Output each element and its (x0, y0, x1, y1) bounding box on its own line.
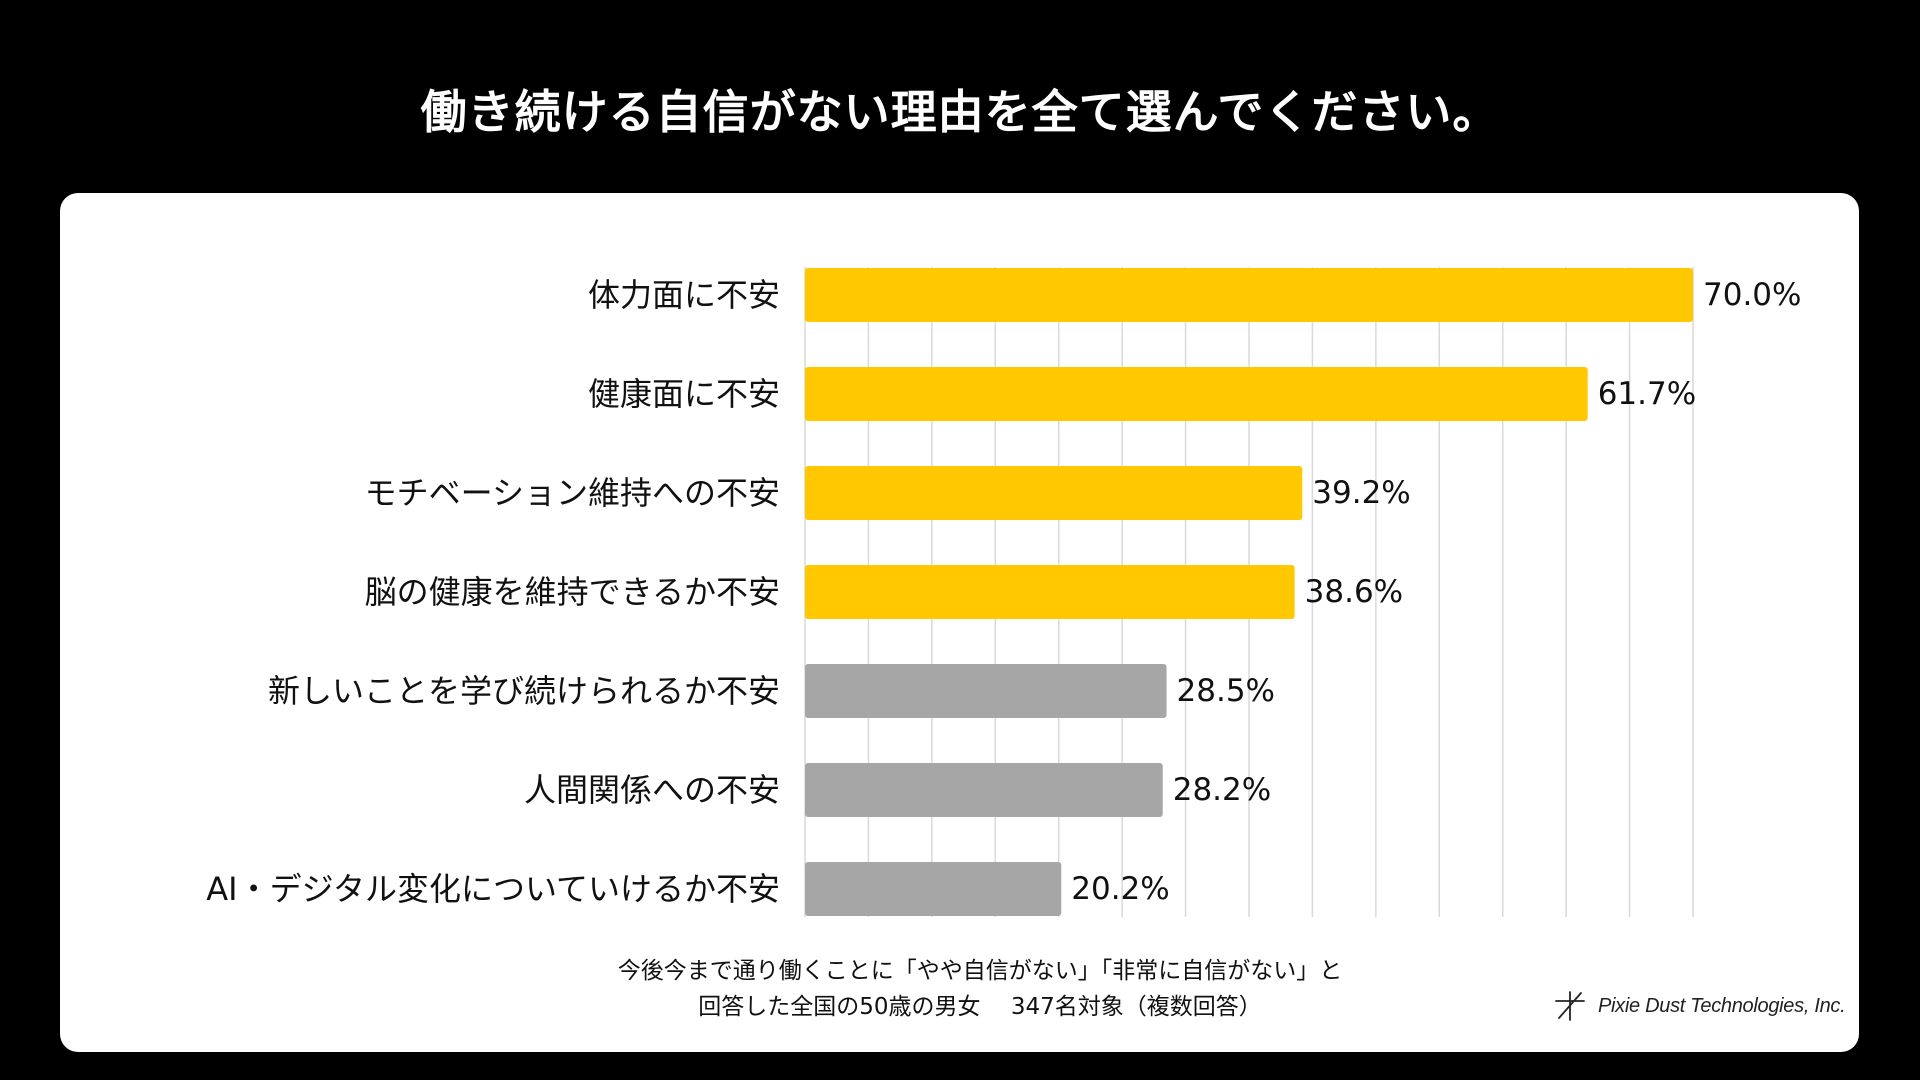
category-label-5: 新しいことを学び続けられるか不安 (268, 672, 780, 710)
value-label-4: 38.6% (1305, 574, 1403, 610)
value-label-2: 61.7% (1598, 376, 1696, 412)
bar-5 (805, 664, 1167, 718)
category-label-6: 人間関係への不安 (524, 771, 780, 809)
value-label-1: 70.0% (1703, 277, 1801, 313)
category-label-3: モチベーション維持への不安 (365, 474, 780, 512)
category-label-1: 体力面に不安 (588, 276, 780, 314)
value-label-6: 28.2% (1173, 772, 1271, 808)
bar-6 (805, 763, 1163, 817)
category-label-4: 脳の健康を維持できるか不安 (365, 573, 780, 611)
brand-logo: Pixie Dust Technologies, Inc. (1550, 989, 1846, 1023)
asterisk-logo-icon (1555, 991, 1585, 1021)
category-label-7: AI・デジタル変化についていけるか不安 (206, 870, 780, 908)
page-title: 働き続ける自信がない理由を全て選んでください。 (420, 85, 1500, 139)
category-label-2: 健康面に不安 (588, 375, 780, 413)
bar-7 (805, 862, 1062, 916)
bar-2 (805, 367, 1588, 421)
value-label-3: 39.2% (1312, 475, 1410, 511)
brand-name: Pixie Dust Technologies, Inc. (1598, 994, 1846, 1017)
chart-note-line-1: 今後今まで通り働くことに「やや自信がない」「非常に自信がない」と (617, 958, 1343, 984)
value-label-7: 20.2% (1071, 871, 1169, 907)
chart-note-line-2: 回答した全国の50歳の男女 347名対象（複数回答） (698, 994, 1262, 1020)
chart-card: 体力面に不安 70.0% 健康面に不安 61.7% モチベーション維持への不安 39.2%… (60, 193, 1859, 1052)
bar-chart: 体力面に不安 70.0% 健康面に不安 61.7% モチベーション維持への不安 39.2%… (206, 267, 1801, 917)
bar-1 (805, 268, 1693, 322)
bar-4 (805, 565, 1295, 619)
value-label-5: 28.5% (1177, 673, 1275, 709)
bar-3 (805, 466, 1303, 520)
